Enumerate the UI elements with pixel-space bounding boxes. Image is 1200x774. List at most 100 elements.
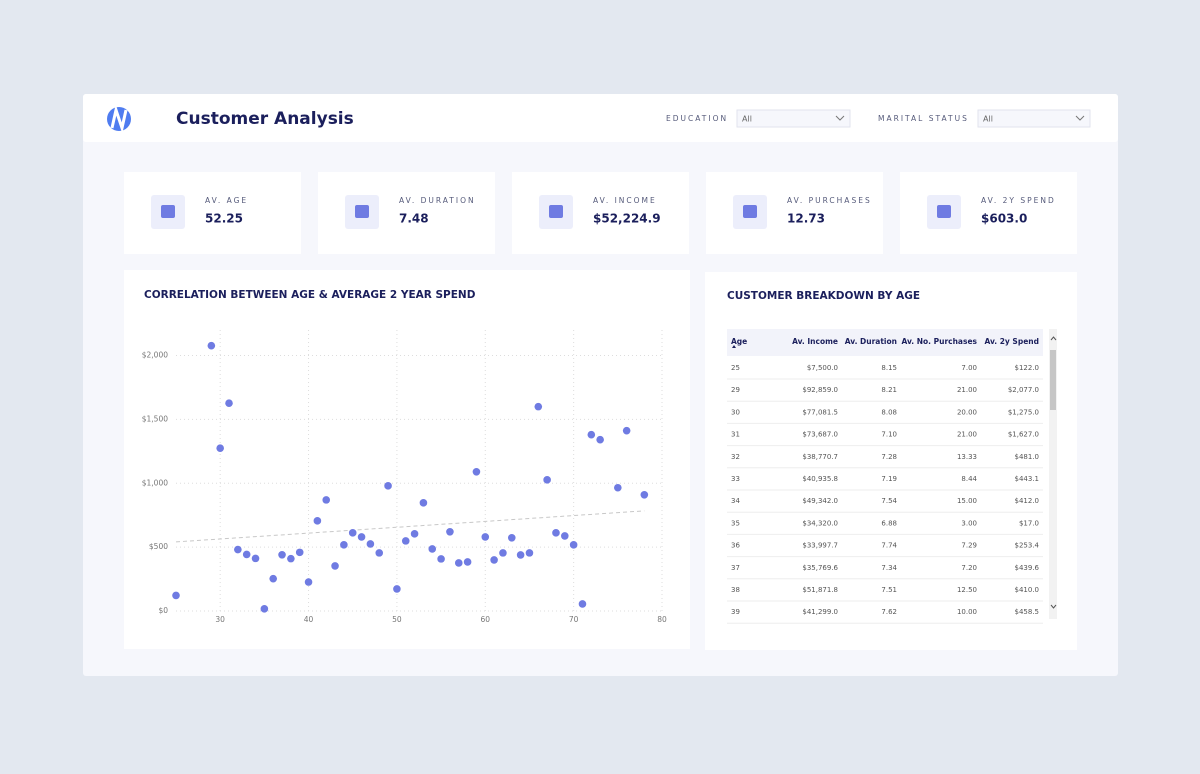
point[interactable] (225, 399, 233, 407)
point[interactable] (348, 529, 357, 537)
table-cell: $410.0 (1015, 586, 1040, 594)
point[interactable] (269, 574, 278, 583)
scroll-down[interactable] (1050, 604, 1057, 609)
point[interactable] (640, 490, 649, 499)
filter-value: All (983, 115, 993, 124)
point[interactable] (525, 549, 534, 557)
point[interactable] (463, 558, 472, 566)
filter-value: All (742, 115, 752, 124)
table-cell: 25 (731, 364, 740, 372)
kpi-value: 12.73 (787, 212, 825, 226)
point[interactable] (490, 556, 498, 564)
table-cell: $412.0 (1015, 497, 1040, 505)
point[interactable] (384, 482, 392, 490)
x-tick-label: 70 (569, 615, 579, 624)
point[interactable] (428, 545, 437, 553)
column-header[interactable]: Av. 2y Spend (984, 337, 1039, 346)
scroll-up[interactable] (1050, 336, 1057, 341)
point[interactable] (587, 430, 596, 439)
point[interactable] (242, 550, 251, 559)
column-header[interactable]: Av. Duration (845, 337, 897, 346)
table-cell: 21.00 (957, 431, 977, 439)
column-header[interactable]: Av. Income (792, 337, 838, 346)
table-cell: $481.0 (1015, 453, 1040, 461)
table-cell: 36 (731, 542, 740, 550)
point[interactable] (552, 529, 560, 537)
point[interactable] (516, 551, 525, 559)
point[interactable] (569, 541, 578, 549)
y-tick-label: $0 (158, 606, 168, 615)
point[interactable] (578, 600, 587, 608)
scrollbar-thumb[interactable] (1050, 350, 1056, 410)
point[interactable] (481, 533, 490, 541)
column-header[interactable]: Av. No. Purchases (901, 337, 977, 346)
table-cell: $1,275.0 (1008, 408, 1039, 416)
table-cell: 21.00 (957, 386, 977, 394)
point[interactable] (446, 528, 454, 536)
table-cell: 39 (731, 608, 740, 616)
point[interactable] (234, 545, 242, 554)
point[interactable] (401, 537, 410, 545)
point[interactable] (622, 426, 631, 435)
point[interactable] (260, 605, 269, 613)
table-cell: 30 (731, 408, 740, 416)
table-cell: 7.10 (881, 431, 897, 439)
table-cell: 7.74 (881, 542, 897, 550)
point[interactable] (375, 549, 384, 557)
point[interactable] (216, 444, 224, 452)
point[interactable] (419, 499, 428, 507)
dropdown-arrow (835, 115, 845, 121)
page-title: Customer Analysis (176, 109, 354, 129)
y-tick-label: $2,000 (142, 351, 168, 360)
point[interactable] (207, 341, 216, 350)
point[interactable] (322, 496, 331, 504)
point[interactable] (251, 554, 260, 563)
filter-dropdown[interactable] (736, 109, 851, 128)
point[interactable] (366, 540, 375, 548)
point[interactable] (313, 517, 322, 525)
kpi-value: 7.48 (399, 212, 429, 226)
table-cell: $458.5 (1015, 608, 1040, 616)
column-header[interactable]: Age (731, 337, 747, 346)
table-cell: 7.00 (961, 364, 977, 372)
kpi-icon (549, 205, 563, 218)
kpi-value: $603.0 (981, 212, 1027, 226)
point[interactable] (287, 554, 295, 563)
table-cell: 15.00 (957, 497, 977, 505)
table-cell: 7.20 (961, 564, 977, 572)
point[interactable] (340, 541, 348, 549)
point[interactable] (561, 532, 569, 540)
point[interactable] (507, 534, 516, 542)
table-cell: $41,299.0 (802, 608, 838, 616)
header-bar (83, 94, 1118, 142)
point[interactable] (534, 402, 543, 411)
kpi-label: AV. AGE (205, 196, 248, 205)
point[interactable] (472, 467, 481, 476)
point[interactable] (304, 578, 313, 586)
point[interactable] (172, 591, 180, 600)
point[interactable] (596, 435, 604, 444)
kpi-icon (937, 205, 951, 218)
table-cell: 7.19 (881, 475, 897, 483)
point[interactable] (331, 562, 339, 570)
point[interactable] (278, 551, 286, 559)
table-cell: 38 (731, 586, 740, 594)
point[interactable] (295, 548, 304, 557)
point[interactable] (410, 530, 419, 538)
table-cell: $2,077.0 (1008, 386, 1039, 394)
point[interactable] (454, 559, 463, 567)
point[interactable] (543, 476, 551, 484)
point[interactable] (499, 549, 507, 557)
point[interactable] (614, 483, 622, 492)
point[interactable] (393, 585, 401, 593)
point[interactable] (357, 533, 366, 541)
point[interactable] (437, 555, 445, 563)
table-cell: 20.00 (957, 408, 977, 416)
x-tick-label: 60 (480, 615, 490, 624)
filter-dropdown[interactable] (977, 109, 1091, 128)
kpi-label: AV. PURCHASES (787, 196, 872, 205)
x-tick-label: 50 (392, 615, 402, 624)
table-cell: $34,320.0 (802, 519, 838, 527)
kpi-label: AV. 2Y SPEND (981, 196, 1056, 205)
